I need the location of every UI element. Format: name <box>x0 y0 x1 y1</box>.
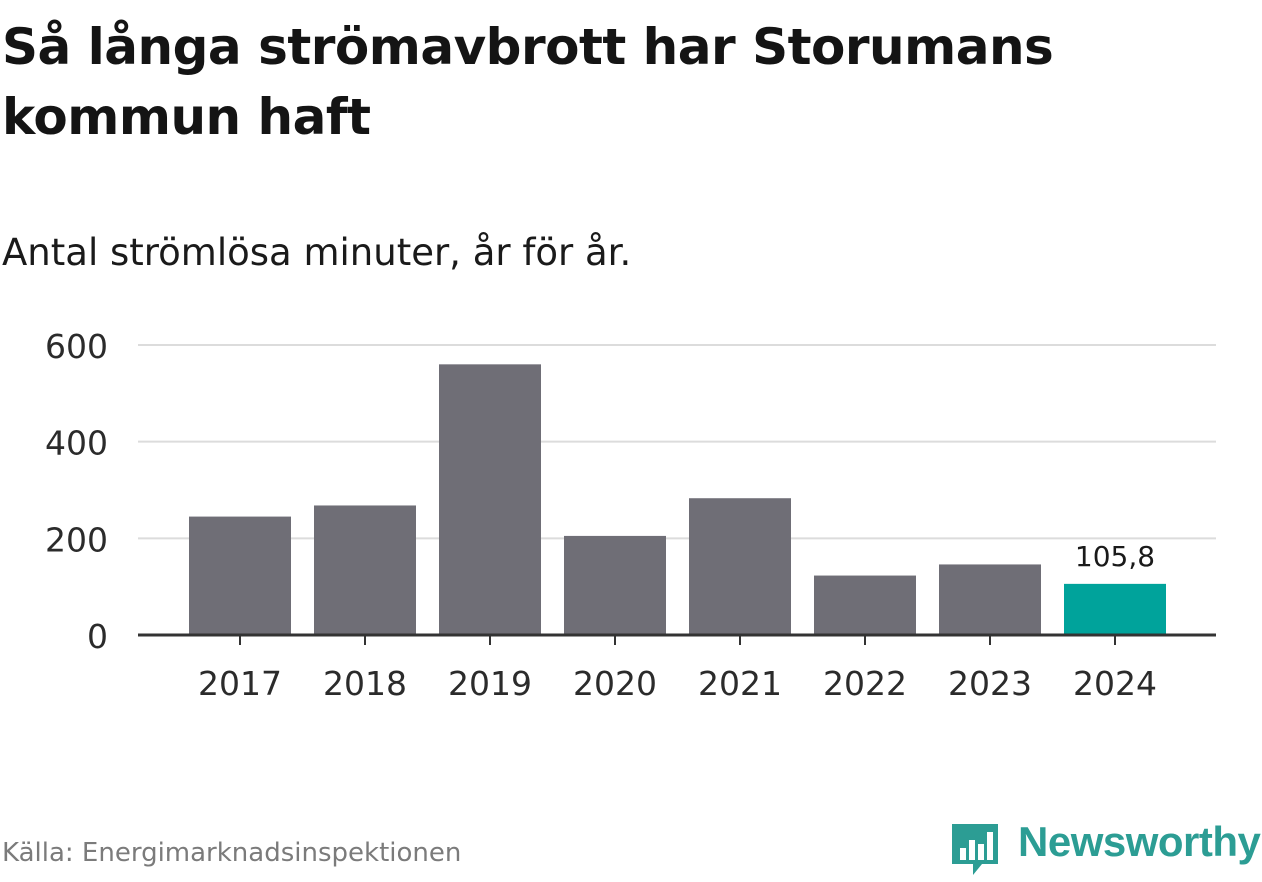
bar-2019 <box>439 364 541 635</box>
bar-2020 <box>564 535 666 635</box>
x-tick-label-2024: 2024 <box>1073 664 1157 703</box>
chart-title: Så långa strömavbrott har Storumans komm… <box>2 18 1054 146</box>
x-tick-label-2020: 2020 <box>573 664 657 703</box>
y-tick-label-600: 600 <box>45 327 108 366</box>
chart-subtitle: Antal strömlösa minuter, år för år. <box>2 231 632 274</box>
bar-chart-speech-bubble-icon <box>952 824 998 875</box>
brand-name: Newsworthy <box>1018 818 1261 865</box>
data-label-2024: 105,8 <box>1075 540 1155 573</box>
x-tick-label-2022: 2022 <box>823 664 907 703</box>
y-tick-label-200: 200 <box>45 520 108 559</box>
bar-2017 <box>189 516 291 635</box>
y-tick-label-0: 0 <box>87 617 108 656</box>
source-note: Källa: Energimarknadsinspektionen <box>2 838 462 868</box>
bar-2018 <box>314 505 416 635</box>
x-tick-label-2021: 2021 <box>698 664 782 703</box>
bar-2023 <box>939 564 1041 635</box>
x-tick-label-2018: 2018 <box>323 664 407 703</box>
bar-2022 <box>814 575 916 635</box>
bar-2024 <box>1064 583 1166 635</box>
y-tick-label-400: 400 <box>45 424 108 463</box>
bar-2021 <box>689 498 791 635</box>
x-tick-label-2017: 2017 <box>198 664 282 703</box>
newsworthy-logo <box>952 824 998 875</box>
x-tick-label-2019: 2019 <box>448 664 532 703</box>
x-tick-label-2023: 2023 <box>948 664 1032 703</box>
